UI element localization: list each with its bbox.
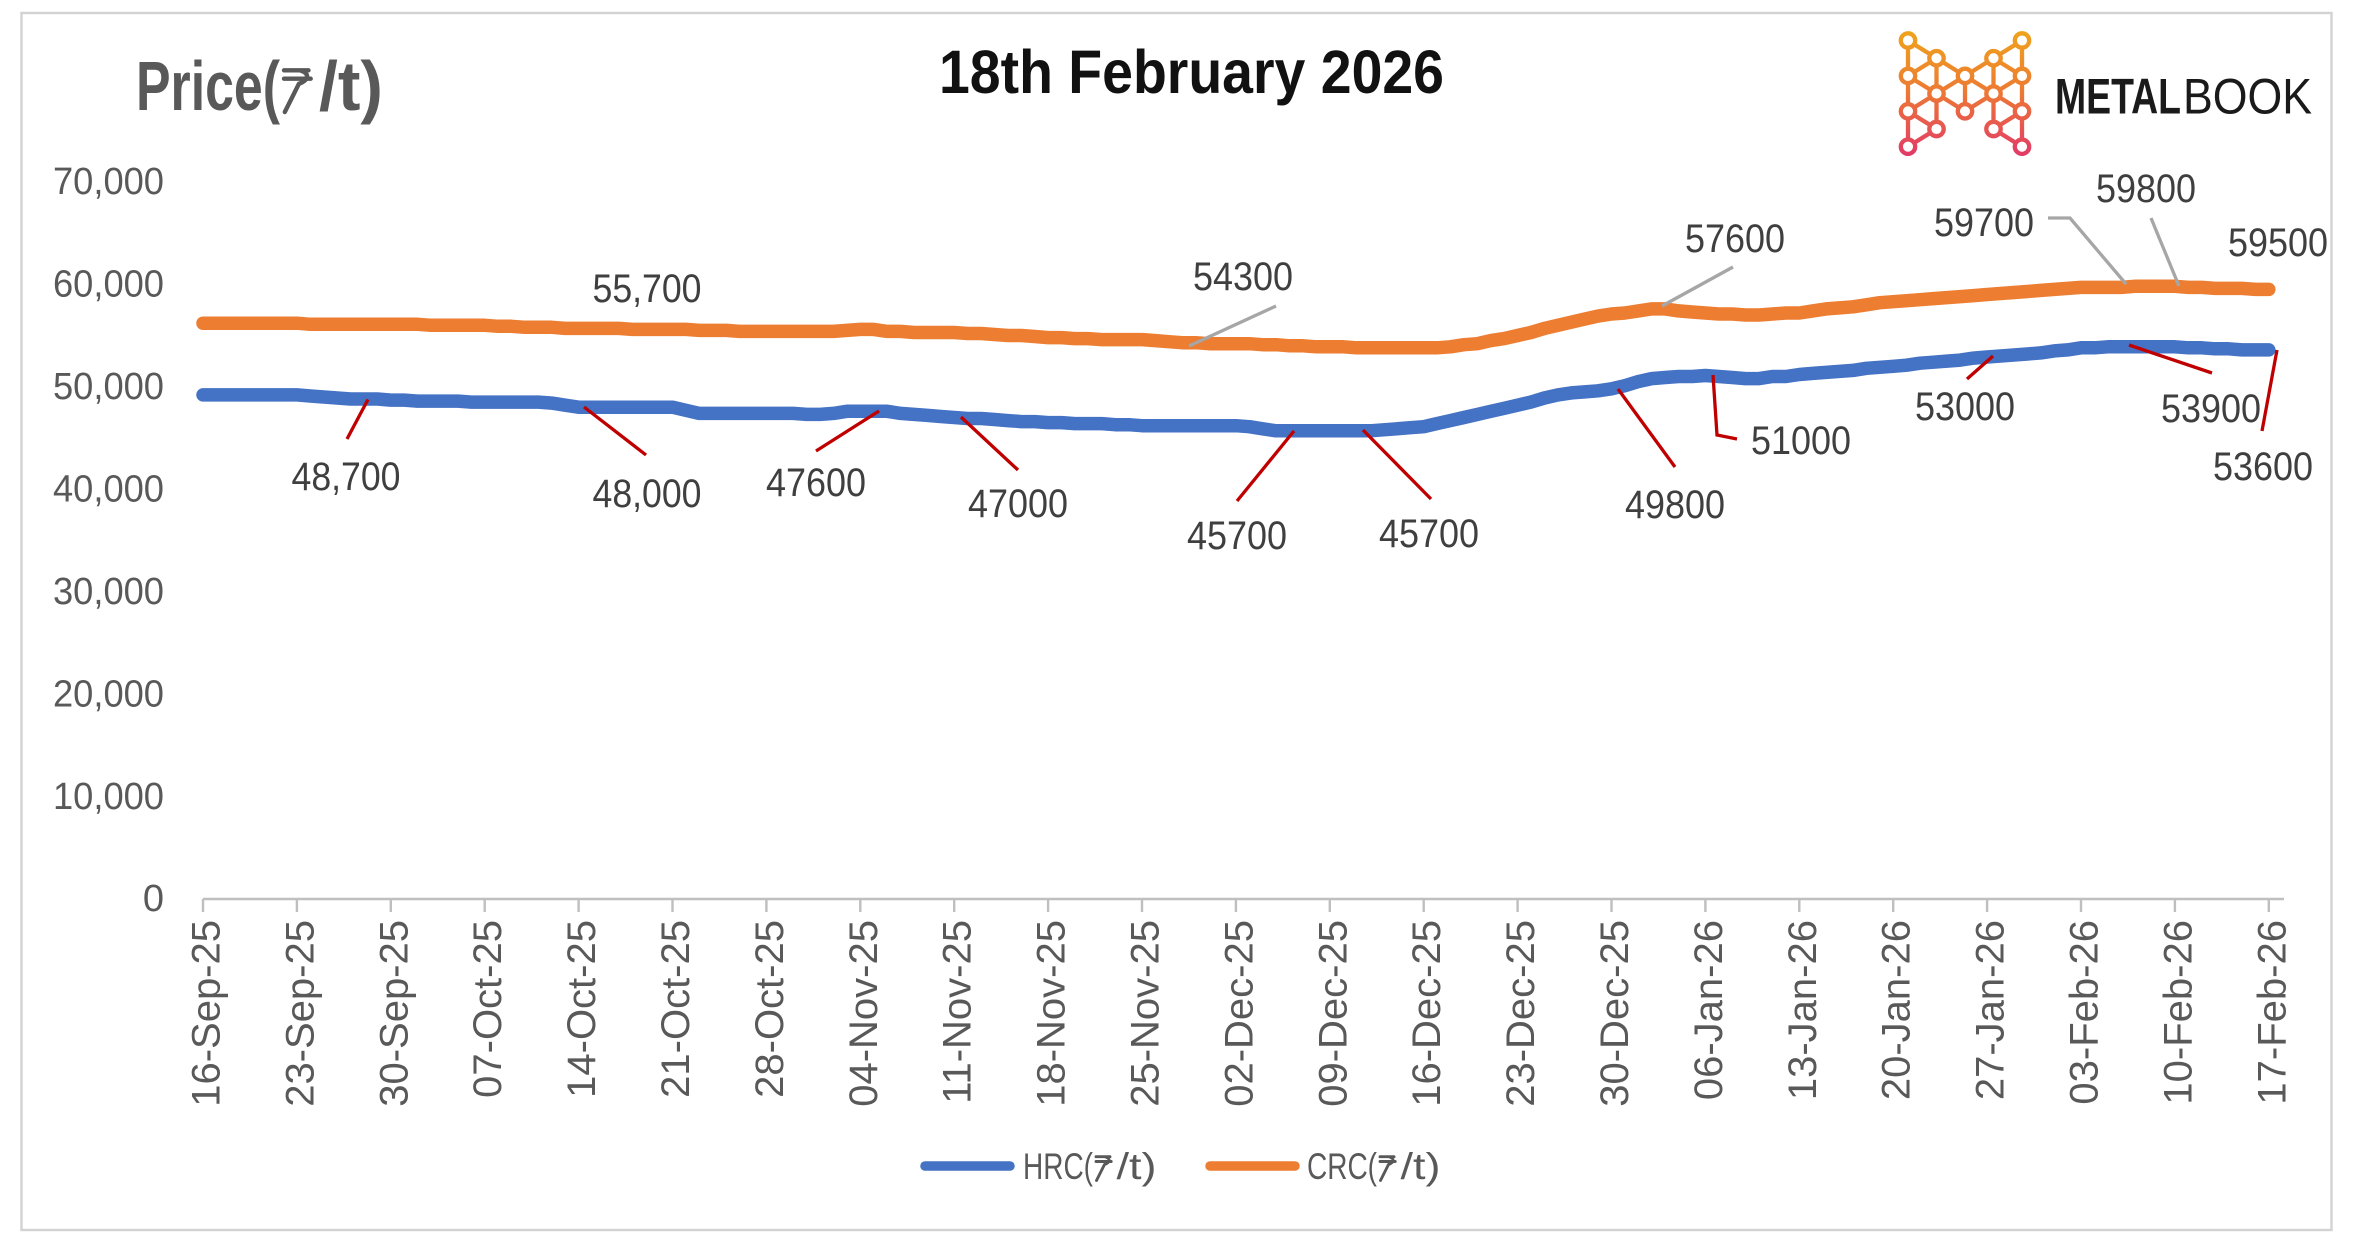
svg-text:03-Feb-26: 03-Feb-26 (2063, 920, 2107, 1105)
svg-text:04-Nov-25: 04-Nov-25 (842, 920, 886, 1107)
svg-text:47000: 47000 (968, 482, 1068, 526)
svg-text:17-Feb-26: 17-Feb-26 (2250, 920, 2294, 1105)
svg-text:14-Oct-25: 14-Oct-25 (560, 920, 604, 1098)
svg-text:21-Oct-25: 21-Oct-25 (654, 920, 698, 1098)
svg-text:53600: 53600 (2213, 445, 2313, 489)
svg-text:16-Sep-25: 16-Sep-25 (185, 920, 229, 1107)
svg-text:02-Dec-25: 02-Dec-25 (1217, 920, 1261, 1107)
svg-text:23-Dec-25: 23-Dec-25 (1499, 920, 1543, 1107)
svg-text:BOOK: BOOK (2183, 69, 2312, 125)
svg-text:13-Jan-26: 13-Jan-26 (1781, 920, 1825, 1100)
svg-text:70,000: 70,000 (53, 161, 164, 203)
svg-text:CRC(: CRC( (1307, 1146, 1378, 1187)
svg-text:53900: 53900 (2161, 387, 2261, 431)
svg-text:/t): /t) (319, 47, 383, 125)
svg-text:47600: 47600 (766, 461, 866, 505)
svg-text:30-Dec-25: 30-Dec-25 (1593, 920, 1637, 1107)
svg-text:48,700: 48,700 (292, 455, 401, 499)
svg-text:METAL: METAL (2055, 69, 2181, 125)
svg-text:18-Nov-25: 18-Nov-25 (1030, 920, 1074, 1107)
svg-text:/t): /t) (1401, 1146, 1441, 1187)
svg-text:27-Jan-26: 27-Jan-26 (1969, 920, 2013, 1100)
svg-text:59800: 59800 (2096, 167, 2196, 211)
svg-text:18th February 2026: 18th February 2026 (939, 38, 1444, 106)
svg-text:/t): /t) (1117, 1146, 1157, 1187)
svg-text:10-Feb-26: 10-Feb-26 (2156, 920, 2200, 1105)
svg-text:51000: 51000 (1751, 419, 1851, 463)
svg-text:09-Dec-25: 09-Dec-25 (1311, 920, 1355, 1107)
svg-text:45700: 45700 (1187, 514, 1287, 558)
svg-text:07-Oct-25: 07-Oct-25 (466, 920, 510, 1098)
svg-text:HRC(: HRC( (1023, 1146, 1094, 1187)
svg-text:0: 0 (143, 878, 164, 920)
svg-text:40,000: 40,000 (53, 468, 164, 510)
svg-text:53000: 53000 (1915, 385, 2015, 429)
svg-text:16-Dec-25: 16-Dec-25 (1405, 920, 1449, 1107)
svg-text:49800: 49800 (1625, 483, 1725, 527)
svg-text:30-Sep-25: 30-Sep-25 (372, 920, 416, 1107)
svg-text:20-Jan-26: 20-Jan-26 (1875, 920, 1919, 1100)
svg-text:11-Nov-25: 11-Nov-25 (936, 920, 980, 1104)
svg-text:57600: 57600 (1685, 217, 1785, 261)
svg-text:28-Oct-25: 28-Oct-25 (748, 920, 792, 1098)
svg-text:59500: 59500 (2228, 221, 2328, 265)
svg-text:54300: 54300 (1193, 255, 1293, 299)
svg-text:Price(: Price( (136, 47, 281, 125)
svg-text:10,000: 10,000 (53, 776, 164, 818)
svg-text:06-Jan-26: 06-Jan-26 (1687, 920, 1731, 1100)
svg-text:60,000: 60,000 (53, 264, 164, 306)
svg-text:30,000: 30,000 (53, 571, 164, 613)
svg-text:50,000: 50,000 (53, 366, 164, 408)
svg-text:45700: 45700 (1379, 512, 1479, 556)
svg-text:25-Nov-25: 25-Nov-25 (1124, 920, 1168, 1107)
svg-text:20,000: 20,000 (53, 673, 164, 715)
svg-text:23-Sep-25: 23-Sep-25 (278, 920, 322, 1107)
svg-text:48,000: 48,000 (593, 472, 702, 516)
svg-text:55,700: 55,700 (593, 267, 702, 311)
svg-text:59700: 59700 (1934, 201, 2034, 245)
